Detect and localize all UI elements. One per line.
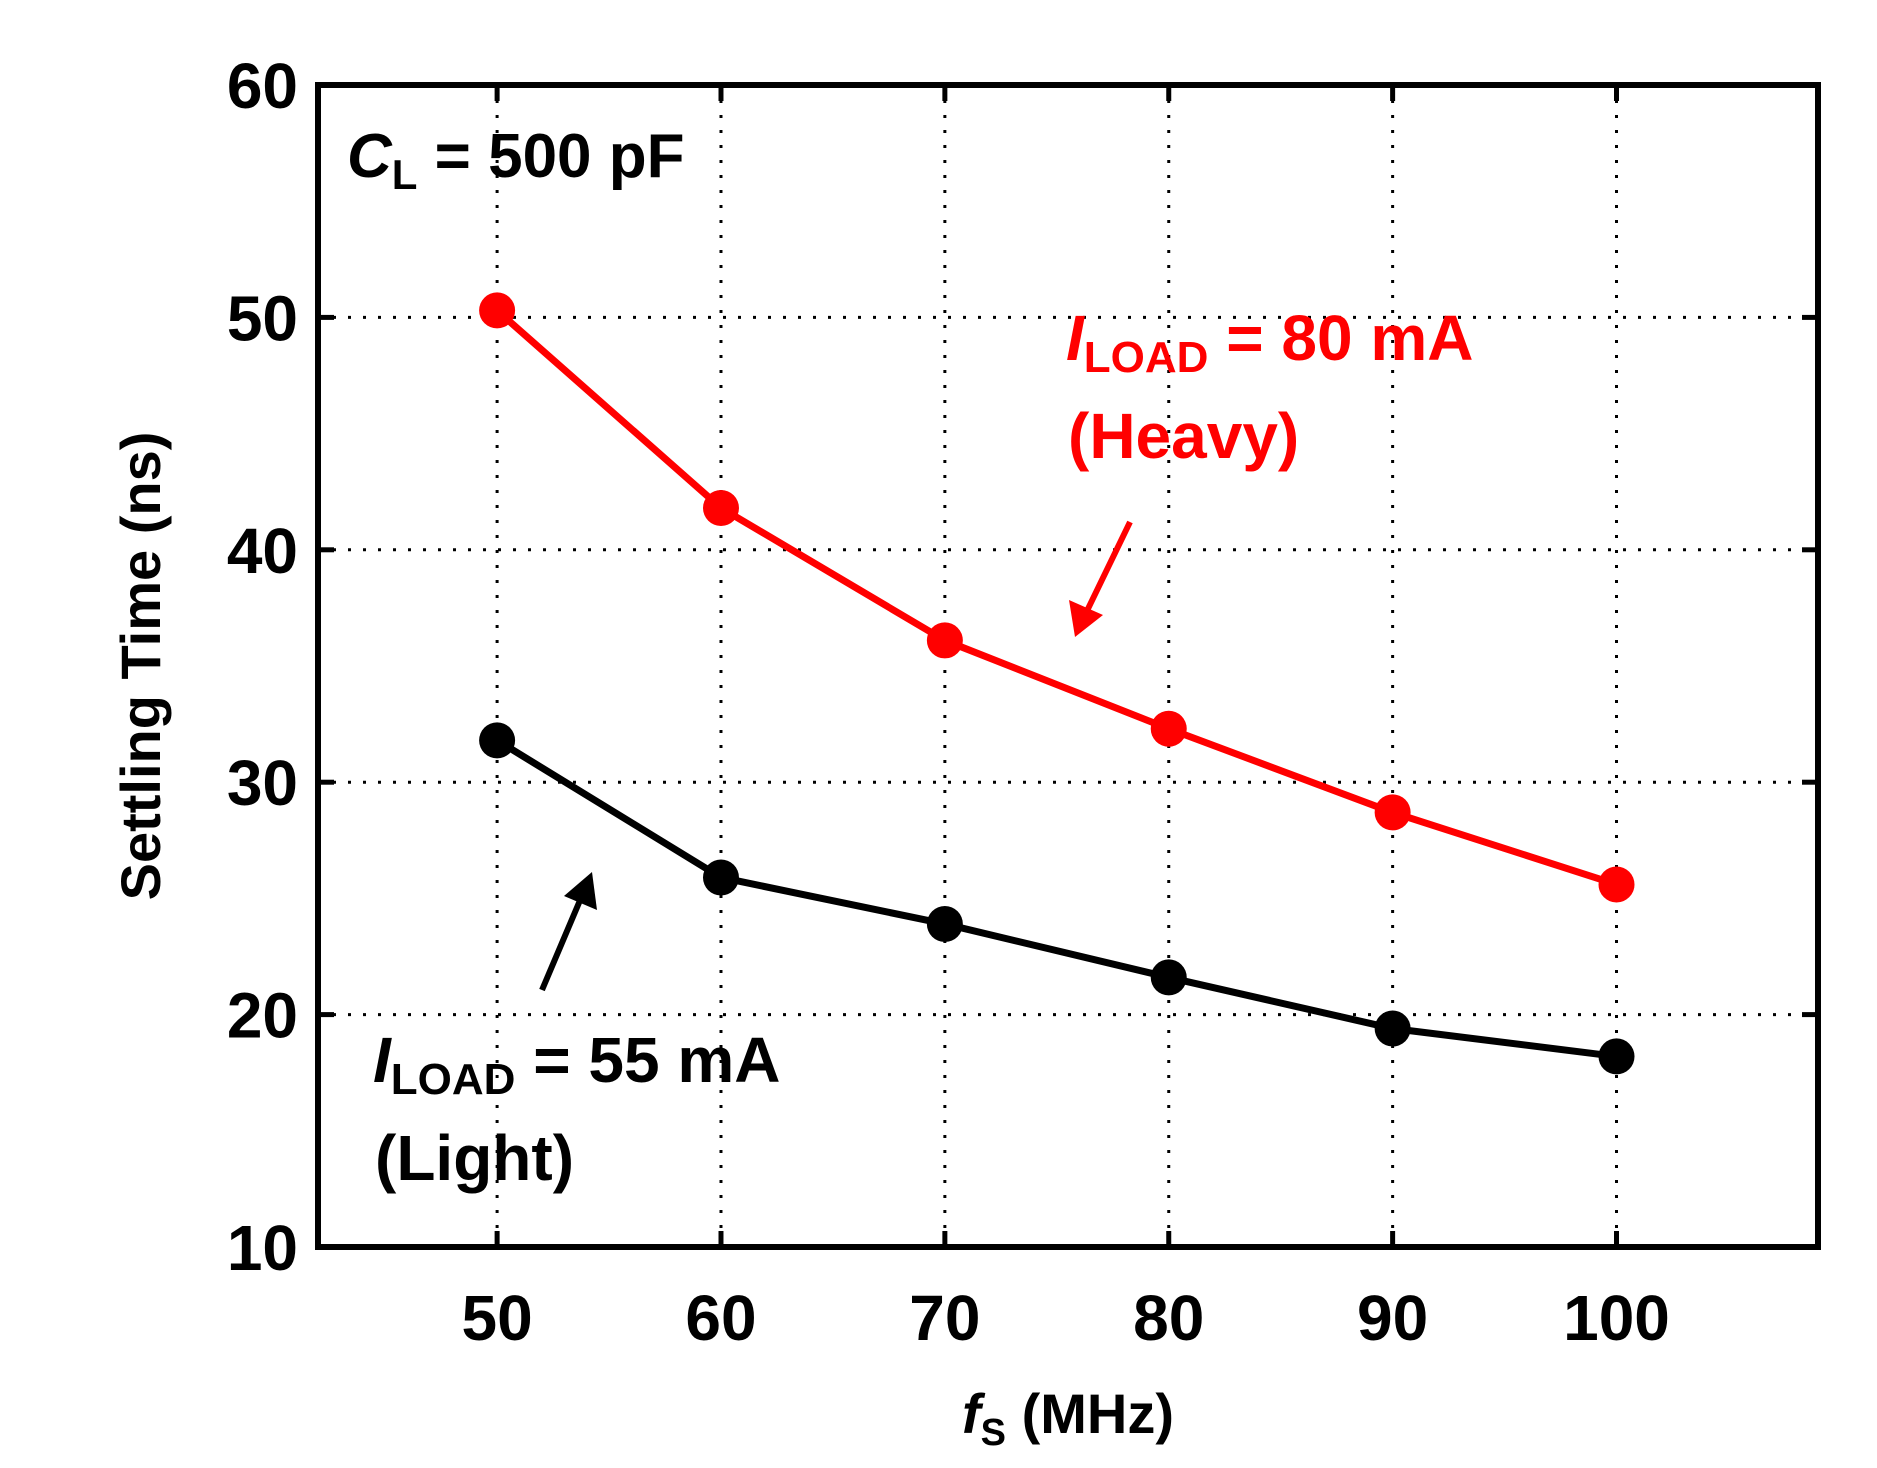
tick-marks <box>318 85 1818 1247</box>
light-data-point <box>479 722 516 759</box>
heavy-label-line1: ILOAD = 80 mA <box>1066 302 1473 382</box>
annotation-sub: L <box>392 151 418 198</box>
heavy-data-point <box>1598 866 1635 903</box>
x-axis-label: fS (MHz) <box>962 1382 1174 1454</box>
x-tick-label: 60 <box>685 1282 756 1354</box>
y-tick-label: 20 <box>227 980 298 1052</box>
tick-labels: 50 60 70 80 90 100 10 20 30 40 50 60 <box>227 50 1670 1354</box>
heavy-series-line <box>494 307 1618 888</box>
light-arrow-icon <box>539 872 597 992</box>
light-label-var: I <box>373 1024 392 1096</box>
x-axis-label-rest: (MHz) <box>1006 1382 1174 1445</box>
y-axis-label: Settling Time (ns) <box>109 432 172 901</box>
plot-frame <box>315 82 1821 1250</box>
light-data-point <box>926 905 963 942</box>
light-data-point <box>1374 1010 1411 1047</box>
grid-lines <box>318 85 1818 1247</box>
x-tick-label: 80 <box>1133 1282 1204 1354</box>
heavy-series-label: ILOAD = 80 mA (Heavy) <box>1066 302 1473 637</box>
heavy-label-rest: = 80 mA <box>1208 302 1473 374</box>
heavy-label-sub: LOAD <box>1084 333 1209 382</box>
series-layer <box>479 292 1635 1075</box>
y-tick-label: 30 <box>227 747 298 819</box>
heavy-data-point <box>1374 794 1411 831</box>
x-tick-label: 70 <box>909 1282 980 1354</box>
heavy-label-var: I <box>1066 302 1085 374</box>
annotation-var: C <box>347 122 393 191</box>
light-series <box>479 722 1635 1075</box>
x-axis-label-sub: S <box>981 1412 1006 1454</box>
y-tick-label: 10 <box>227 1212 298 1284</box>
x-tick-label: 90 <box>1357 1282 1428 1354</box>
y-tick-label: 60 <box>227 50 298 122</box>
heavy-label-line2: (Heavy) <box>1068 400 1299 472</box>
heavy-data-point <box>1150 710 1187 747</box>
annotation-rest: = 500 pF <box>417 122 684 191</box>
heavy-data-point <box>479 292 516 329</box>
x-tick-label: 100 <box>1563 1282 1670 1354</box>
light-data-point <box>1150 959 1187 996</box>
light-series-line <box>495 737 1617 1060</box>
light-label-line1: ILOAD = 55 mA <box>373 1024 780 1104</box>
heavy-data-point <box>926 622 963 659</box>
y-tick-label: 40 <box>227 515 298 587</box>
light-series-label: ILOAD = 55 mA (Light) <box>373 872 780 1194</box>
y-tick-label: 50 <box>227 282 298 354</box>
light-label-line2: (Light) <box>375 1122 574 1194</box>
light-data-point <box>1598 1038 1635 1075</box>
light-label-rest: = 55 mA <box>515 1024 780 1096</box>
heavy-arrow-icon <box>1069 520 1133 637</box>
x-tick-label: 50 <box>462 1282 533 1354</box>
load-capacitance-annotation: CL = 500 pF <box>347 122 685 198</box>
light-data-point <box>702 859 739 896</box>
heavy-data-point <box>702 489 739 526</box>
heavy-series <box>479 292 1635 903</box>
light-label-sub: LOAD <box>391 1055 516 1104</box>
